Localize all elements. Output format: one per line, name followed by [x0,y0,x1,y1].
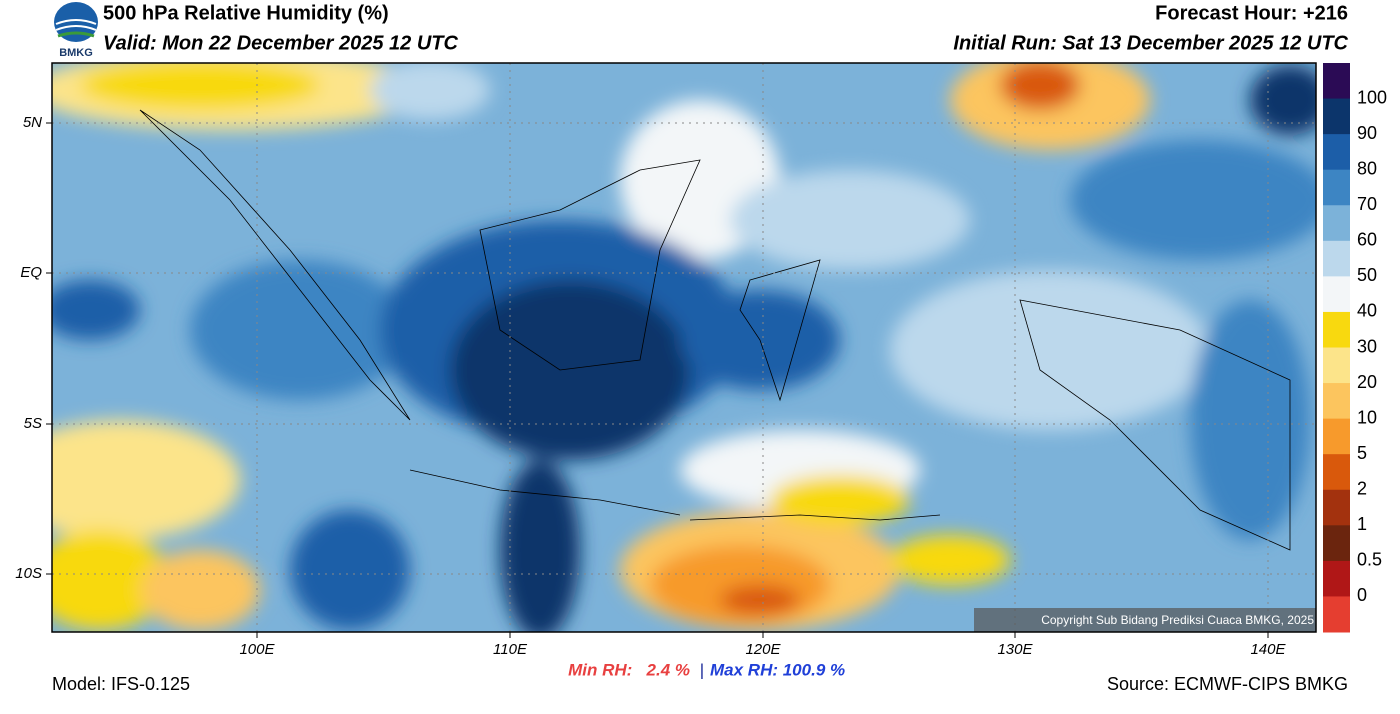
colorbar-segment [1323,134,1350,171]
colorbar-segment [1323,454,1350,491]
graticule [52,63,1316,632]
min-rh: Min RH: 2.4 % [568,660,690,679]
colorbar-label: 10 [1357,407,1377,427]
colorbar-segment [1323,276,1350,313]
colorbar-label: 90 [1357,123,1377,143]
colorbar-segment [1323,383,1350,420]
colorbar-label: 2 [1357,479,1367,499]
initial-run: Initial Run: Sat 13 December 2025 12 UTC [953,32,1348,54]
colorbar: 100 90 80 70 60 50 40 30 20 10 5 2 1 0.5 0 [1323,63,1387,633]
colorbar-label: 70 [1357,194,1377,214]
lat-label: 5N [23,114,42,131]
lon-label: 110E [493,641,528,658]
model: Model: IFS-0.125 [52,674,190,694]
colorbar-label: 100 [1357,87,1387,107]
logo-text: BMKG [59,47,93,59]
copyright: Copyright Sub Bidang Prediksi Cuaca BMKG… [1041,613,1314,627]
lon-labels: 100E 110E 120E 130E 140E [239,632,1287,658]
colorbar-segment [1323,489,1350,526]
colorbar-label: 60 [1357,230,1377,250]
colorbar-segment [1323,169,1350,206]
lon-label: 120E [745,641,781,658]
colorbar-label: 0 [1357,585,1367,605]
colorbar-label: 5 [1357,443,1367,463]
lat-labels: 5N EQ 5S 10S [15,114,52,582]
valid-time: Valid: Mon 22 December 2025 12 UTC [103,32,459,54]
title: 500 hPa Relative Humidity (%) [103,2,389,24]
colorbar-segment [1323,98,1350,135]
lat-label: EQ [20,264,42,281]
colorbar-label: 80 [1357,158,1377,178]
lon-label: 130E [997,641,1033,658]
forecast-hour: Forecast Hour: +216 [1155,2,1348,24]
map-frame [51,62,1317,633]
coastlines [139,109,1291,551]
lon-label: 140E [1250,641,1286,658]
colorbar-segment [1323,63,1350,100]
colorbar-label: 40 [1357,301,1377,321]
colorbar-label: 30 [1357,336,1377,356]
colorbar-label: 20 [1357,372,1377,392]
colorbar-segment [1323,311,1350,348]
humidity-field: Copyright Sub Bidang Prediksi Cuaca BMKG… [52,63,1316,632]
colorbar-segment [1323,418,1350,455]
lat-label: 10S [15,565,42,582]
source: Source: ECMWF-CIPS BMKG [1107,674,1348,694]
colorbar-label: 50 [1357,265,1377,285]
colorbar-label: 0.5 [1357,550,1382,570]
colorbar-label: 1 [1357,514,1367,534]
colorbar-segment [1323,347,1350,384]
separator: | [700,660,704,679]
lon-label: 100E [239,641,275,658]
colorbar-segment [1323,560,1350,597]
colorbar-segment [1323,240,1350,277]
colorbar-segment [1323,525,1350,562]
colorbar-segment [1323,205,1350,242]
max-rh: Max RH: 100.9 % [710,660,845,679]
lat-label: 5S [24,415,42,432]
colorbar-segment [1323,596,1350,633]
logo: BMKG [54,2,98,59]
